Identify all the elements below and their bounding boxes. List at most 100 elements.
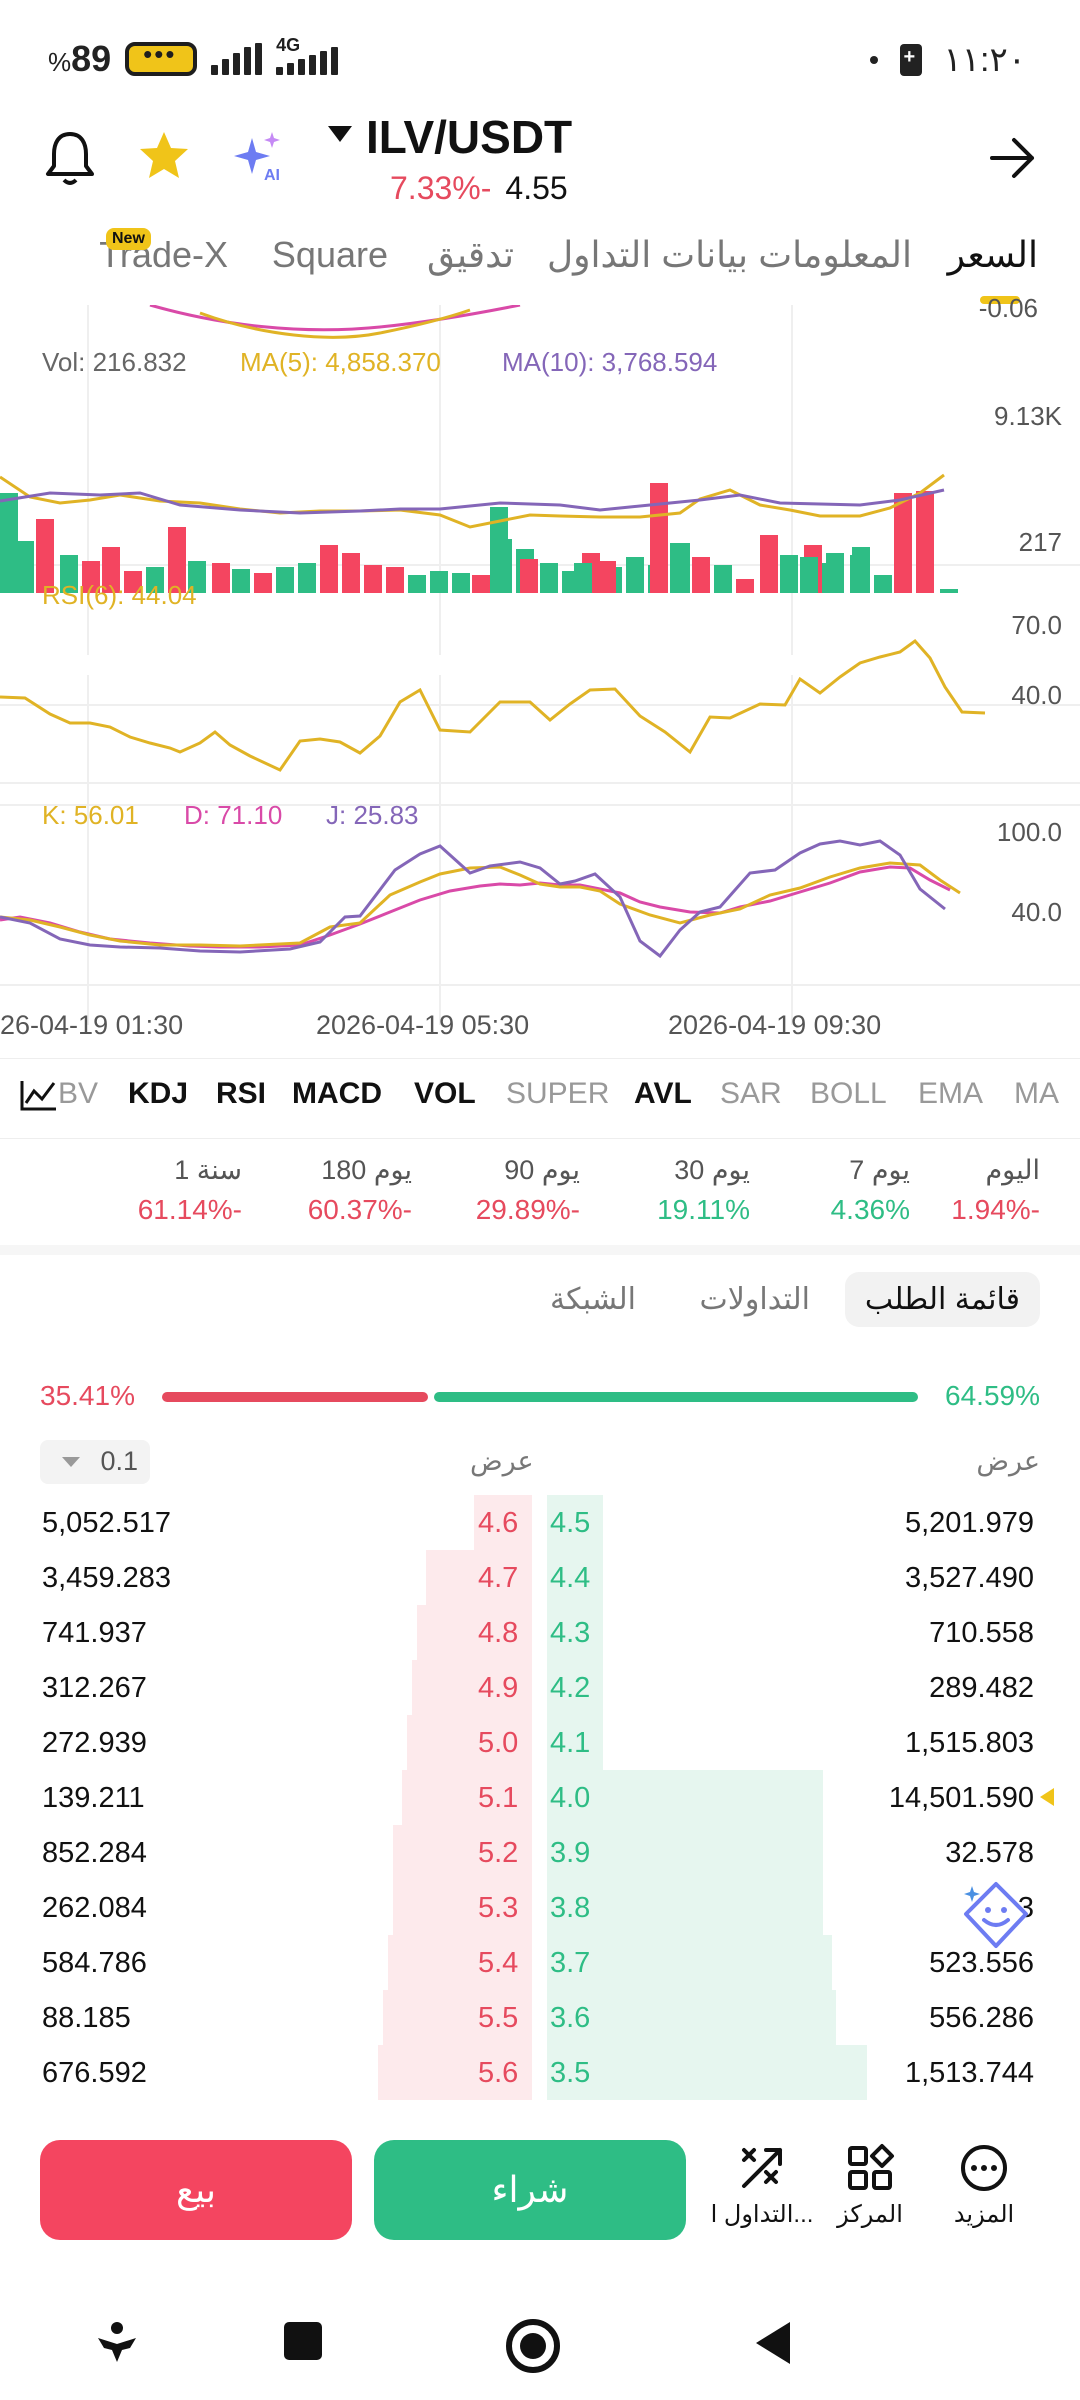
tab-info[interactable]: المعلومات — [758, 234, 912, 275]
home-icon[interactable] — [505, 2318, 561, 2379]
notification-dot-icon — [869, 56, 878, 64]
volume-bar — [894, 493, 912, 593]
sell-ratio: 35.41% — [40, 1380, 135, 1411]
kline-chart[interactable]: -0.06 Vol: 216.832 MA(5): 4,858.370 MA(1… — [0, 293, 1080, 1050]
indicator-vol[interactable]: VOL — [414, 1077, 476, 1110]
orderbook-row[interactable]: 3,459.283 4.7 4.4 3,527.490 — [0, 1550, 1080, 1605]
tab-grid[interactable]: الشبكة — [550, 1283, 636, 1316]
new-badge: New — [106, 228, 151, 250]
tab-square[interactable]: Square — [271, 234, 388, 275]
indicator-sar[interactable]: SAR — [720, 1077, 782, 1110]
performance-row: اليوم 1.94%- 7 يوم 4.36% 30 يوم 19.11% 90 يوم 2… — [0, 1145, 1080, 1245]
recents-icon[interactable] — [280, 2318, 326, 2369]
volume-bar — [916, 491, 934, 593]
buy-sell-ratio: 35.41% 64.59% — [0, 1378, 1080, 1418]
orderbook-row[interactable]: 852.284 5.2 3.9 32.578 — [0, 1825, 1080, 1880]
indicator-boll[interactable]: BOLL — [810, 1077, 887, 1110]
orderbook-row[interactable]: 5,052.517 4.6 4.5 5,201.979 — [0, 1495, 1080, 1550]
orderbook-row[interactable]: 312.267 4.9 4.2 289.482 — [0, 1660, 1080, 1715]
tab-audit[interactable]: تدقيق — [426, 234, 514, 275]
orderbook-row[interactable]: 88.185 5.5 3.6 556.286 — [0, 1990, 1080, 2045]
bid-price: 4.1 — [550, 1727, 591, 1759]
kdj-axis-low: 40.0 — [1011, 897, 1062, 927]
sell-button[interactable]: بيع — [40, 2140, 352, 2240]
bid-quantity: 5,201.979 — [904, 1507, 1034, 1539]
performance-value: 1.94%- — [951, 1194, 1040, 1225]
bid-quantity: 556.286 — [929, 2002, 1034, 2034]
volume-bar — [342, 553, 360, 593]
system-nav-bar — [0, 2290, 1080, 2400]
volume-bar — [430, 571, 448, 593]
bid-depth-bar — [547, 1880, 823, 1935]
more-shortcut[interactable]: المزيد — [924, 2142, 1044, 2229]
ask-depth-bar — [393, 1880, 532, 1935]
sell-ratio-bar — [162, 1392, 428, 1402]
orderbook-row[interactable]: 272.939 5.0 4.1 1,515.803 — [0, 1715, 1080, 1770]
performance-item: اليوم 1.94%- — [951, 1155, 1040, 1226]
orderbook-row[interactable]: 139.211 5.1 4.0 14,501.590 — [0, 1770, 1080, 1825]
volume-bar — [0, 493, 18, 593]
trade-shortcut[interactable]: التداول ا... — [702, 2142, 822, 2229]
volume-bar — [780, 555, 798, 593]
center-shortcut[interactable]: المركز — [810, 2142, 930, 2229]
performance-period: 180 يوم — [321, 1155, 412, 1185]
volume-bar — [540, 563, 558, 593]
kdj-j-label: J: 25.83 — [326, 800, 419, 830]
chart-canvas — [0, 305, 1080, 1025]
ask-price: 5.0 — [478, 1727, 519, 1759]
indicator-bv[interactable]: BV — [58, 1077, 99, 1110]
kdj-k-label: K: 56.01 — [42, 800, 139, 830]
bid-price: 3.7 — [550, 1947, 591, 1979]
bid-depth-bar — [547, 1605, 603, 1660]
bid-quantity: 14,501.590 — [888, 1782, 1034, 1814]
assistant-face-icon[interactable] — [960, 1880, 1032, 1952]
orderbook-row[interactable]: 584.786 5.4 3.7 523.556 — [0, 1935, 1080, 1990]
indicator-ema[interactable]: EMA — [918, 1077, 984, 1110]
ask-quantity: 88.185 — [42, 2002, 131, 2034]
ask-depth-bar — [402, 1770, 532, 1825]
orderbook-row[interactable]: 741.937 4.8 4.3 710.558 — [0, 1605, 1080, 1660]
ask-price: 5.2 — [478, 1837, 519, 1869]
volume-bar — [320, 545, 338, 593]
volume-bar — [692, 557, 710, 593]
detail-tabs: السعر المعلومات بيانات التداول تدقيق Squ… — [0, 222, 1080, 302]
time-label: 2026-04-19 09:30 — [668, 1010, 882, 1040]
bid-price: 3.5 — [550, 2057, 591, 2089]
network-4g-icon: 4G — [276, 35, 346, 79]
pair-selector[interactable]: ILV/USDT — [328, 110, 572, 164]
indicator-rsi[interactable]: RSI — [216, 1077, 267, 1110]
indicator-avl[interactable]: AVL — [634, 1077, 692, 1110]
back-arrow-icon[interactable] — [984, 130, 1040, 186]
accessibility-icon[interactable] — [92, 2318, 142, 2373]
ask-depth-bar — [388, 1935, 532, 1990]
volume-bar — [736, 579, 754, 593]
indicator-ma[interactable]: MA — [1014, 1077, 1059, 1110]
ask-price: 4.7 — [478, 1562, 519, 1594]
tab-price[interactable]: السعر — [947, 234, 1038, 275]
favorite-star-icon[interactable] — [134, 126, 194, 186]
ask-quantity: 676.592 — [42, 2057, 147, 2089]
volume-bar — [146, 567, 164, 593]
indicator-macd[interactable]: MACD — [292, 1077, 382, 1110]
back-icon[interactable] — [750, 2318, 796, 2373]
chart-settings-icon[interactable] — [18, 1077, 58, 1113]
bid-column-header: عرض — [976, 1446, 1040, 1476]
bid-price: 3.8 — [550, 1892, 591, 1924]
tab-trades[interactable]: التداولات — [699, 1283, 810, 1316]
bid-depth-bar — [547, 1715, 603, 1770]
volume-bar — [408, 575, 426, 593]
volume-bar — [472, 575, 490, 593]
ai-assistant-icon[interactable]: AI — [232, 128, 288, 188]
tab-trading-data[interactable]: بيانات التداول — [546, 234, 748, 275]
volume-bar — [800, 557, 818, 593]
buy-button[interactable]: شراء — [374, 2140, 686, 2240]
volume-bar — [574, 563, 592, 593]
tab-order-book[interactable]: قائمة الطلب — [844, 1272, 1040, 1327]
bell-icon[interactable] — [42, 128, 98, 188]
orderbook-row[interactable]: 262.084 5.3 3.8 3 — [0, 1880, 1080, 1935]
precision-select[interactable]: 0.1 — [40, 1440, 150, 1484]
indicator-kdj[interactable]: KDJ — [128, 1077, 189, 1110]
indicator-super[interactable]: SUPER — [506, 1077, 610, 1110]
orderbook-row[interactable]: 676.592 5.6 3.5 1,513.744 — [0, 2045, 1080, 2100]
volume-bar — [364, 565, 382, 593]
